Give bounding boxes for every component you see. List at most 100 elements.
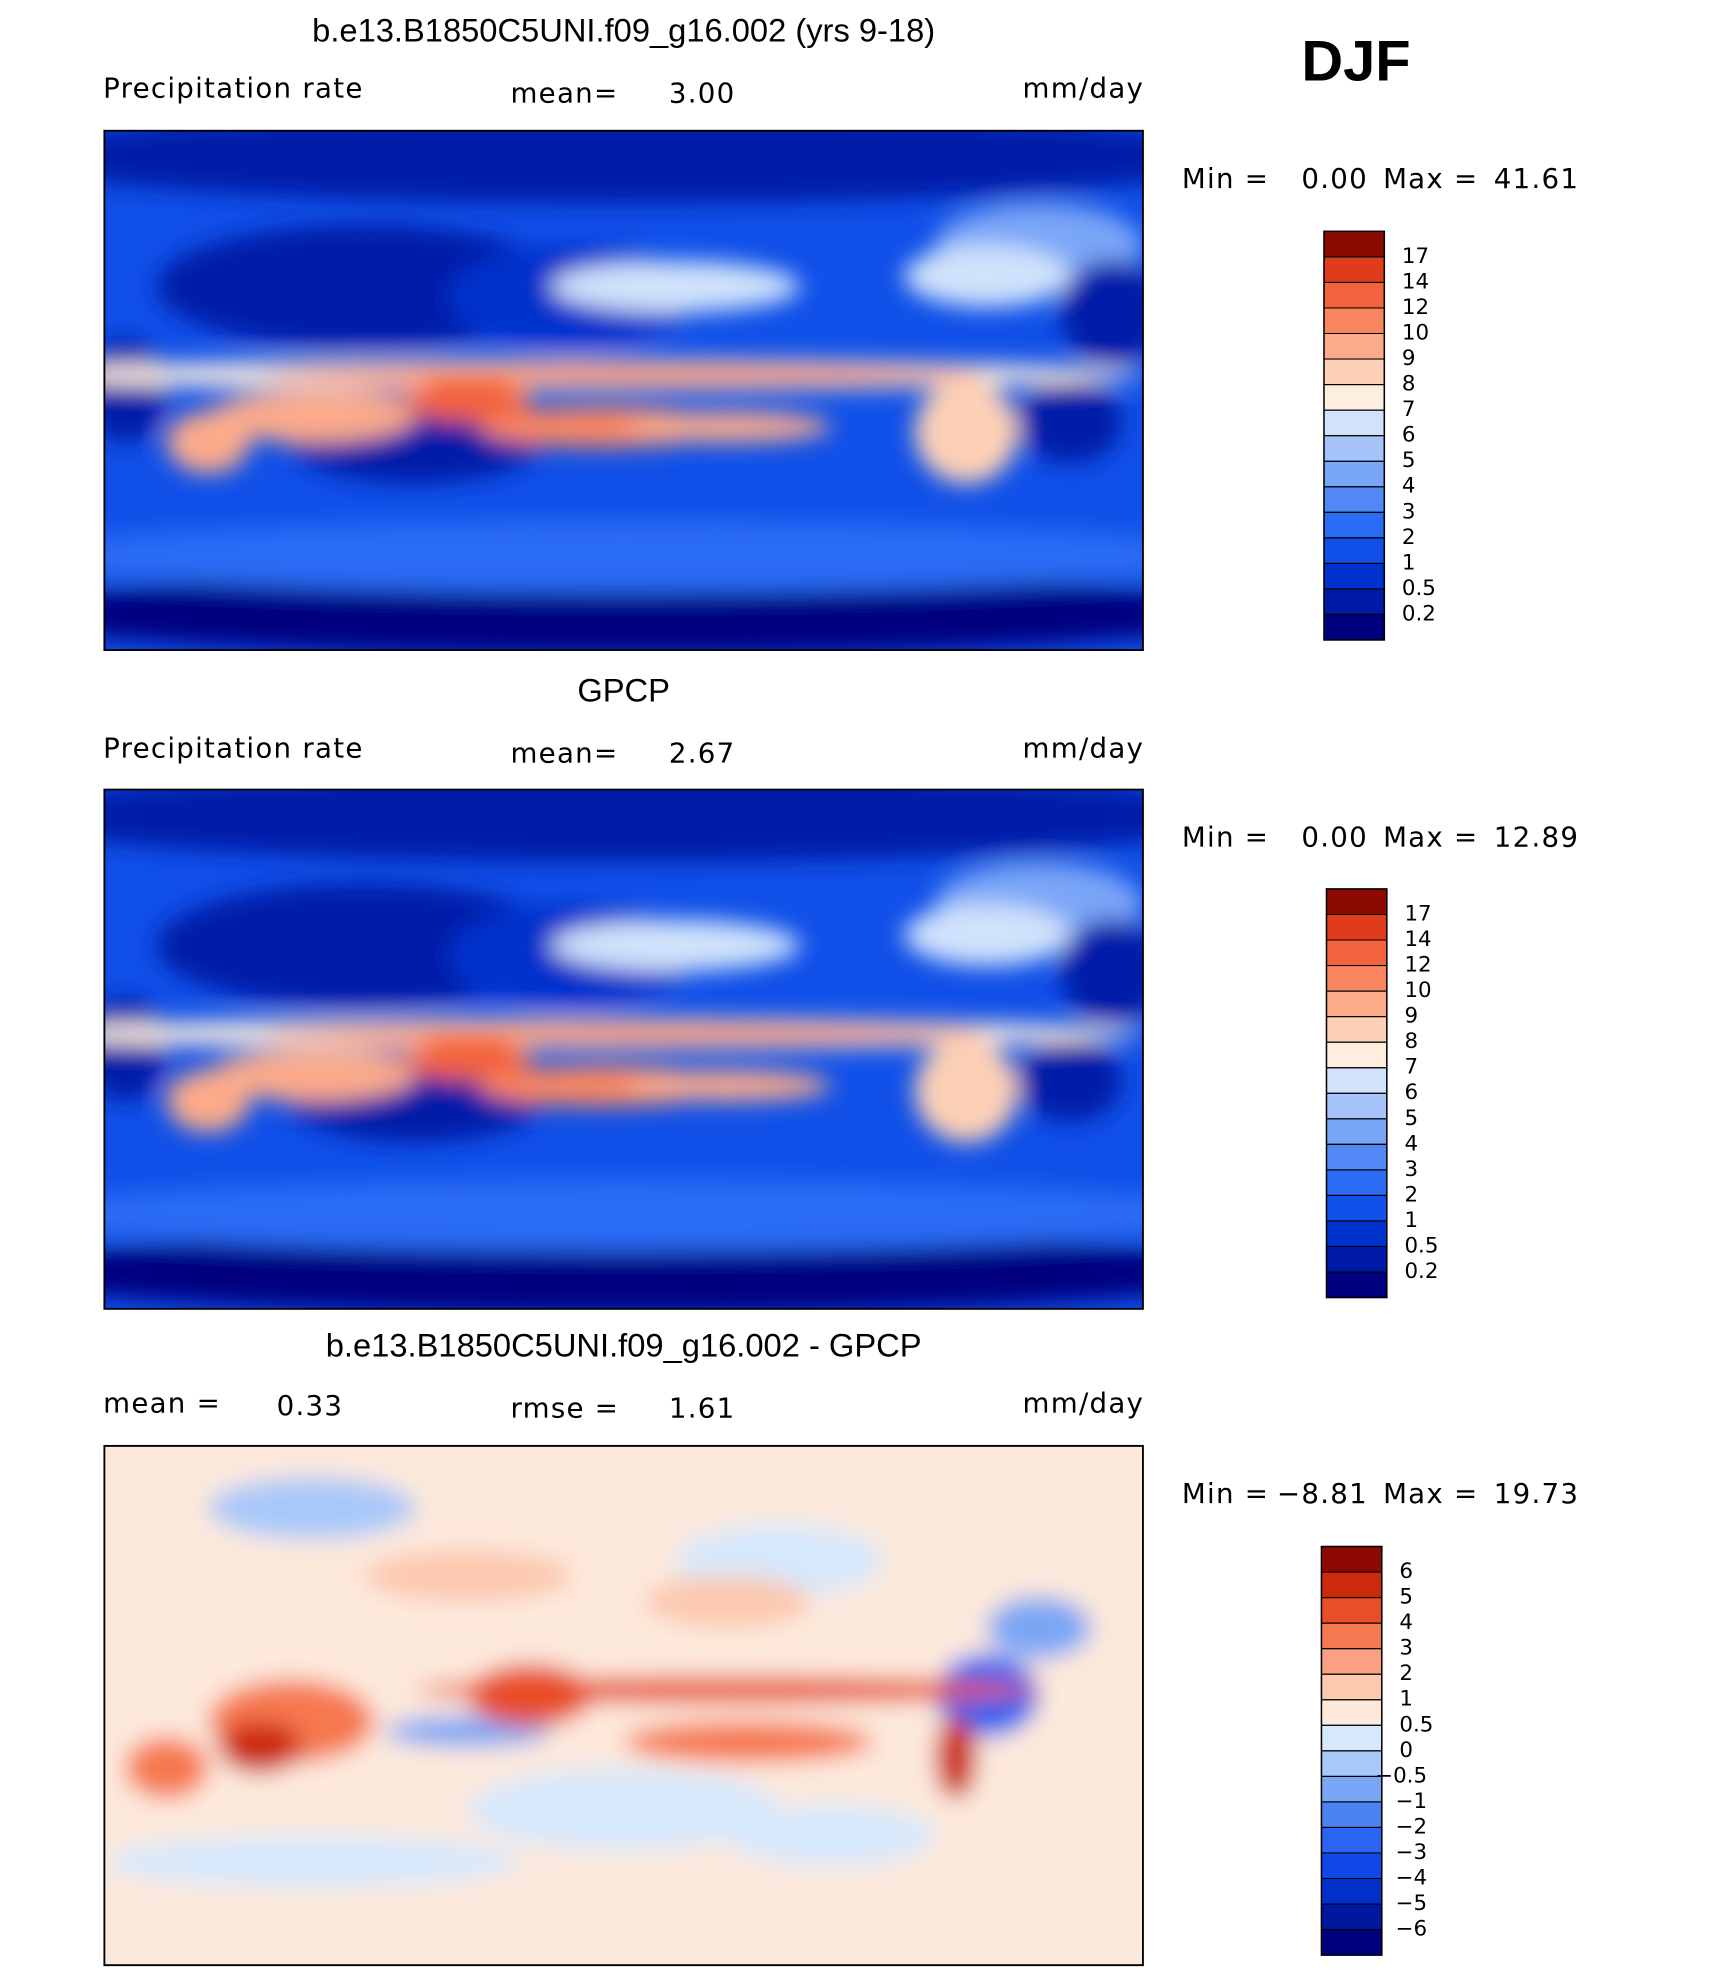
colorbar-box	[1323, 460, 1385, 488]
mean-value: 1.61	[669, 1391, 736, 1424]
colorbar-box	[1323, 562, 1385, 590]
left-label: Precipitation rate	[103, 71, 363, 104]
colorbar-box	[1320, 1648, 1383, 1675]
colorbar-box	[1325, 1220, 1388, 1247]
colorbar-label: 17	[1402, 244, 1429, 269]
map-frame	[103, 788, 1144, 1310]
panel-title: b.e13.B1850C5UNI.f09_g16.002 (yrs 9-18)	[312, 11, 935, 48]
colorbar-box	[1320, 1545, 1383, 1573]
colorbar-label: −4	[1396, 1865, 1428, 1890]
field-blob	[208, 1477, 416, 1540]
map-blobs	[104, 1445, 1143, 1966]
field-blob	[104, 130, 1143, 204]
colorbar-label: 1	[1402, 550, 1416, 575]
colorbar-label: 2	[1404, 1182, 1418, 1207]
field-blob	[904, 903, 1071, 967]
map-blobs	[104, 130, 1143, 651]
colorbar-label: 7	[1402, 397, 1416, 422]
colorbar-label: 7	[1404, 1055, 1418, 1080]
colorbar-label: 1	[1404, 1208, 1418, 1233]
field-blob	[935, 1715, 977, 1800]
colorbar-label: 4	[1404, 1131, 1418, 1156]
colorbar-label: −3	[1396, 1840, 1428, 1865]
map-field	[104, 789, 1143, 1309]
field-blob	[218, 1721, 302, 1774]
colorbar-label: 0.5	[1404, 1233, 1438, 1258]
field-blob	[166, 1069, 250, 1133]
colorbar-box	[1320, 1801, 1383, 1828]
colorbar-frame	[1320, 1545, 1383, 1956]
field-blob	[644, 1575, 811, 1628]
colorbar-box	[1325, 1194, 1388, 1222]
map-field	[104, 130, 1143, 651]
field-blob	[914, 1038, 1019, 1143]
field-blob	[166, 411, 250, 474]
field-blob	[405, 1038, 531, 1081]
colorbar-label: 2	[1399, 1661, 1413, 1686]
field-blob	[914, 380, 1019, 484]
map-field	[104, 1445, 1143, 1966]
field-blob	[467, 1663, 593, 1727]
field-blob	[405, 380, 531, 422]
colorbar-label: 0.2	[1402, 601, 1436, 626]
colorbar-label: 14	[1404, 927, 1431, 952]
left-value: 0.33	[277, 1389, 344, 1422]
colorbar-box	[1323, 537, 1385, 564]
colorbar-label: 5	[1399, 1585, 1413, 1610]
colorbar-label: 14	[1402, 269, 1429, 294]
field-blob	[1018, 1038, 1123, 1122]
max-value: 12.89	[1494, 821, 1579, 854]
mean-label: mean=	[510, 736, 618, 769]
field-blob	[104, 789, 1143, 863]
field-blob	[104, 338, 167, 443]
colorbar-box	[1323, 613, 1385, 641]
field-blob	[208, 1049, 416, 1102]
colorbar-label: 0.5	[1399, 1712, 1433, 1737]
min-label: Min =	[1182, 821, 1269, 854]
colorbar-label: 5	[1404, 1106, 1418, 1131]
left-label: mean =	[103, 1386, 221, 1419]
colorbar-label: 10	[1402, 321, 1429, 346]
field-blob	[104, 1230, 1143, 1309]
field-blob	[208, 390, 416, 443]
field-blob	[550, 260, 801, 313]
colorbar-label: 3	[1402, 499, 1416, 524]
mean-label: rmse =	[510, 1391, 619, 1424]
colorbar-box	[1325, 1092, 1388, 1120]
units: mm/day	[1023, 1386, 1145, 1419]
colorbar-box	[1320, 1673, 1383, 1701]
max-value: 41.61	[1494, 162, 1579, 195]
colorbar-label: 6	[1402, 423, 1416, 448]
field-blob	[987, 1596, 1091, 1659]
colorbar-box	[1323, 256, 1385, 283]
colorbar-label: 8	[1404, 1029, 1418, 1054]
colorbar-box	[1323, 588, 1385, 615]
map-frame	[103, 129, 1144, 651]
field-blob	[260, 364, 988, 386]
min-value: 0.00	[1301, 162, 1368, 195]
panel-title: b.e13.B1850C5UNI.f09_g16.002 - GPCP	[326, 1326, 922, 1363]
colorbar-label: 6	[1404, 1080, 1418, 1105]
colorbar-box	[1320, 1775, 1383, 1803]
colorbar-box	[1320, 1597, 1383, 1624]
colorbar-label: 4	[1399, 1610, 1413, 1635]
colorbar-label: 5	[1402, 448, 1416, 473]
field-blob	[104, 1835, 520, 1888]
colorbar-box	[1325, 1067, 1388, 1094]
colorbar-box	[1320, 1750, 1383, 1777]
field-blob	[104, 520, 1143, 593]
field-blob	[1018, 380, 1123, 464]
field-blob	[260, 1023, 988, 1045]
mean-value: 3.00	[669, 76, 736, 109]
min-value: 0.00	[1301, 821, 1368, 854]
colorbar-label: 9	[1402, 346, 1416, 371]
field-blob	[623, 411, 832, 443]
colorbar-frame	[1323, 230, 1386, 641]
season-label: DJF	[1301, 30, 1410, 94]
field-blob	[623, 1721, 873, 1763]
colorbar-box	[1323, 384, 1385, 411]
left-label: Precipitation rate	[103, 731, 363, 764]
colorbar-label: 12	[1404, 953, 1431, 978]
colorbar-box	[1325, 1041, 1388, 1069]
